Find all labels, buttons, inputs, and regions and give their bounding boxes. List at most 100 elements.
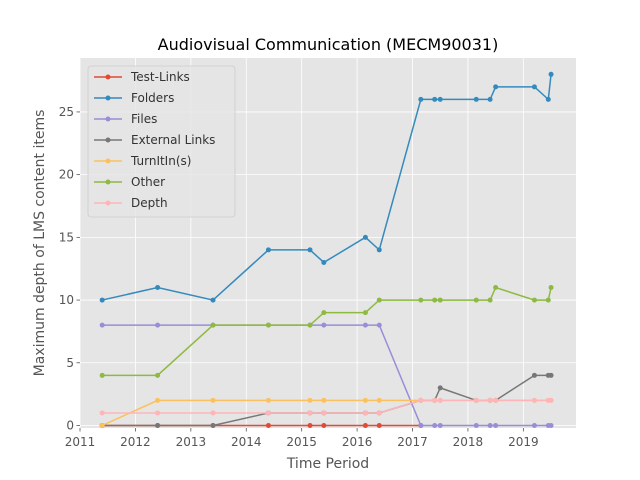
data-series [99,71,554,428]
data-point [362,234,368,240]
data-point [473,297,479,303]
x-axis-label: Time Period [286,456,369,472]
data-point [321,259,327,265]
legend: Test-Links Folders Files External Links Turn… [87,65,236,218]
data-point [210,410,216,416]
legend-label: Folders [131,91,174,105]
legend-label: Depth [131,196,168,210]
legend-label: Test-Links [130,70,190,84]
data-point [307,410,313,416]
data-point [487,297,493,303]
y-tick-label: 20 [59,168,74,182]
data-point [493,397,499,403]
legend-swatch-marker [105,74,111,80]
y-tick-label: 15 [59,230,74,244]
data-point [321,397,327,403]
data-point [432,297,438,303]
data-point [210,322,216,328]
legend-label: Other [131,175,165,189]
data-point [376,247,382,253]
data-point [155,322,161,328]
data-point [155,372,161,378]
data-point [321,410,327,416]
x-tick-label: 2011 [65,435,96,449]
legend-label: External Links [131,133,215,147]
chart-title: Audiovisual Communication (MECM90031) [158,35,499,54]
data-point [265,247,271,253]
data-point [155,422,161,428]
data-point [321,322,327,328]
data-point [362,310,368,316]
y-axis-label: Maximum depth of LMS content items [32,110,48,377]
data-point [210,422,216,428]
data-point [531,372,537,378]
data-point [155,285,161,291]
x-tick-label: 2019 [508,435,539,449]
data-point [432,397,438,403]
data-point [473,422,479,428]
data-point [376,397,382,403]
data-point [432,96,438,102]
data-point [548,372,554,378]
data-point [321,422,327,428]
x-tick-label: 2013 [176,435,207,449]
data-point [155,410,161,416]
data-point [437,422,443,428]
series-depth [99,397,554,416]
data-point [548,397,554,403]
data-point [376,410,382,416]
data-point [437,397,443,403]
data-point [307,322,313,328]
y-axis-ticks: 0 5 10 15 20 25 [59,105,80,432]
legend-swatch-marker [105,179,111,185]
data-point [487,422,493,428]
legend-swatch-marker [105,200,111,206]
x-tick-label: 2017 [397,435,428,449]
data-point [99,410,105,416]
data-point [376,297,382,303]
x-tick-label: 2015 [286,435,317,449]
data-point [99,422,105,428]
data-point [548,285,554,291]
data-point [265,397,271,403]
data-point [418,297,424,303]
series-folders [99,71,554,303]
legend-swatch-marker [105,158,111,164]
data-point [321,310,327,316]
data-point [531,397,537,403]
x-tick-label: 2012 [120,435,151,449]
data-point [418,96,424,102]
series-other [99,285,554,378]
data-point [473,397,479,403]
data-point [473,96,479,102]
data-point [531,297,537,303]
data-point [437,385,443,391]
y-tick-label: 25 [59,105,74,119]
legend-label: TurnItIn(s) [130,154,191,168]
data-point [265,410,271,416]
data-point [210,297,216,303]
y-tick-label: 10 [59,293,74,307]
legend-frame [87,65,236,218]
x-tick-label: 2018 [453,435,484,449]
data-point [307,422,313,428]
data-point [545,96,551,102]
data-point [418,422,424,428]
data-point [265,322,271,328]
data-point [362,410,368,416]
legend-swatch-marker [105,116,111,122]
x-tick-label: 2014 [231,435,262,449]
data-point [493,285,499,291]
data-point [210,397,216,403]
data-point [265,422,271,428]
data-point [548,422,554,428]
data-point [307,397,313,403]
data-point [99,297,105,303]
y-tick-label: 0 [66,418,74,432]
data-point [545,297,551,303]
x-axis-ticks: 2011 2012 2013 2014 2015 2016 2017 2018 2019 [65,428,539,449]
x-tick-label: 2016 [342,435,373,449]
data-point [493,84,499,90]
data-point [531,84,537,90]
